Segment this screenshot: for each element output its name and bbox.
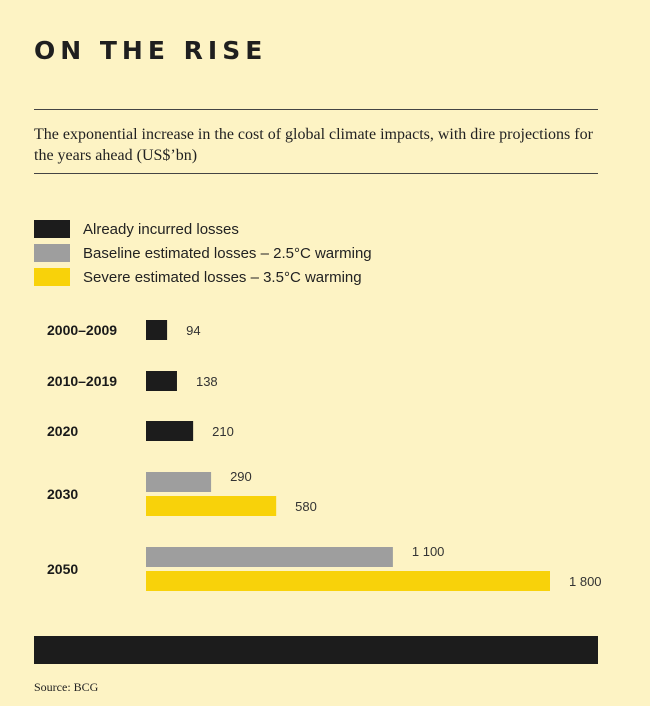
- legend-label-baseline: Baseline estimated losses – 2.5°C warmin…: [83, 244, 372, 262]
- bar-2030-series-1: [146, 472, 212, 492]
- legend-item-baseline: Baseline estimated losses – 2.5°C warmin…: [34, 241, 372, 265]
- bar-2020-series-0: [146, 421, 194, 441]
- legend: Already incurred losses Baseline estimat…: [34, 217, 372, 289]
- value-label-2000-2009-series-0: 94: [186, 323, 200, 338]
- subtitle-divider: [34, 173, 598, 174]
- value-label-2050-series-2: 1 800: [569, 574, 602, 589]
- legend-label-incurred: Already incurred losses: [83, 220, 239, 238]
- category-label-2050: 2050: [47, 561, 78, 577]
- legend-item-incurred: Already incurred losses: [34, 217, 372, 241]
- bar-2000-2009-series-0: [146, 320, 168, 340]
- bar-2010-2019-series-0: [146, 371, 177, 391]
- bar-2030-series-2: [146, 496, 277, 516]
- value-label-2030-series-2: 580: [295, 499, 317, 514]
- legend-label-severe: Severe estimated losses – 3.5°C warming: [83, 268, 362, 286]
- legend-swatch-incurred: [34, 220, 70, 238]
- title-divider: [34, 109, 598, 110]
- bar-2050-series-1: [146, 547, 393, 567]
- value-label-2020-series-0: 210: [212, 424, 234, 439]
- value-label-2030-series-1: 290: [230, 469, 252, 484]
- value-label-2050-series-1: 1 100: [412, 544, 445, 559]
- value-label-2010-2019-series-0: 138: [196, 374, 218, 389]
- source-note: Source: BCG: [34, 680, 99, 694]
- chart-subtitle: The exponential increase in the cost of …: [34, 126, 593, 164]
- legend-item-severe: Severe estimated losses – 3.5°C warming: [34, 265, 372, 289]
- category-label-2020: 2020: [47, 423, 78, 439]
- footer-bar: [34, 636, 598, 664]
- chart-title: ON THE RISE: [34, 36, 268, 65]
- bar-chart: 2000–2009 94 2010–2019 138 2020 210 2030 290 580…: [47, 320, 602, 591]
- bar-2050-series-2: [146, 571, 550, 591]
- category-label-2010-2019: 2010–2019: [47, 373, 117, 389]
- category-label-2030: 2030: [47, 486, 78, 502]
- category-label-2000-2009: 2000–2009: [47, 322, 117, 338]
- legend-swatch-severe: [34, 268, 70, 286]
- legend-swatch-baseline: [34, 244, 70, 262]
